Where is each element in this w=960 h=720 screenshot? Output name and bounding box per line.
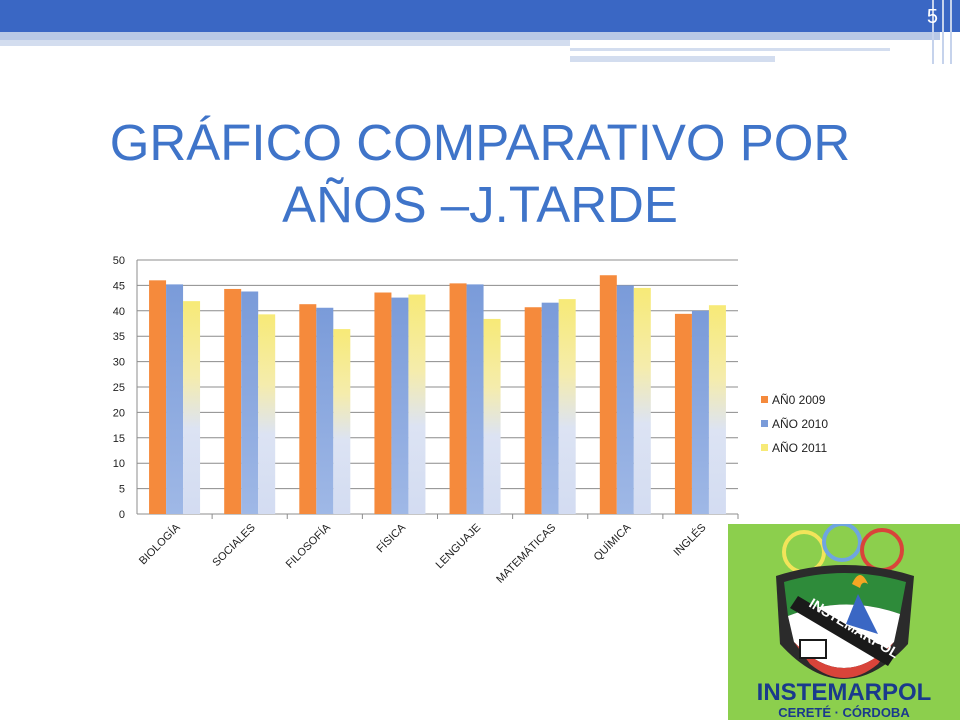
bar-3-5: [483, 318, 501, 514]
bar-chart: 0 5 10 15 20 25 30 35 40 45 50 BIOLOGÍA SOCIALES FIL…: [113, 255, 829, 586]
bar-1-3: [299, 304, 317, 514]
bar-3-1: [183, 301, 201, 514]
bar-3-4: [408, 294, 426, 514]
header-bar: [0, 0, 960, 32]
bar-1-7: [599, 275, 617, 514]
title-line-1: GRÁFICO COMPARATIVO POR: [109, 114, 851, 171]
header-divider: [932, 0, 934, 64]
header-stripe: [0, 32, 940, 40]
school-logo: INSTEMARPOL INSTEMARPOL CERETÉ · CÓRDOBA: [728, 524, 960, 720]
header-stripe: [570, 48, 890, 51]
bar-1-1: [149, 280, 167, 514]
x-tick-label: FÍSICA: [374, 520, 409, 555]
x-tick-label: MATEMÁTICAS: [494, 521, 559, 586]
bar-1-5: [449, 283, 467, 514]
bar-2-1: [166, 284, 184, 514]
slide-number: 5: [926, 6, 938, 28]
y-tick-label: 45: [113, 280, 125, 292]
bar-3-6: [558, 299, 576, 514]
y-tick-label: 50: [113, 255, 125, 267]
bar-1-4: [374, 292, 392, 514]
legend-label: AÑ0 2009: [772, 393, 826, 407]
title-line-2: AÑOS –J.TARDE: [282, 176, 678, 233]
bar-2-4: [391, 297, 409, 514]
x-tick-label: SOCIALES: [210, 522, 257, 569]
x-tick-label: BIOLOGÍA: [136, 520, 183, 567]
bar-3-7: [633, 287, 651, 514]
header-stripe: [0, 40, 570, 46]
header-stripe: [570, 56, 775, 62]
slide-title: GRÁFICO COMPARATIVO POR AÑOS –J.TARDE: [60, 112, 900, 236]
y-tick-label: 10: [113, 458, 125, 470]
bar-2-7: [616, 285, 634, 514]
bar-1-2: [224, 288, 242, 514]
logo-name: INSTEMARPOL: [757, 679, 932, 706]
bar-2-5: [466, 284, 484, 514]
legend-swatch: [761, 396, 768, 403]
logo-subtitle: CERETÉ · CÓRDOBA: [778, 705, 910, 720]
legend-label: AÑO 2010: [772, 417, 828, 431]
bar-3-2: [258, 314, 276, 514]
x-tick-label: LENGUAJE: [434, 522, 484, 572]
legend-label: AÑO 2011: [772, 441, 827, 455]
bar-1-6: [524, 307, 542, 514]
header-divider: [950, 0, 952, 64]
bar-3-8: [708, 305, 726, 514]
y-tick-label: 5: [119, 484, 125, 496]
bar-3-3: [333, 329, 351, 514]
legend-swatch: [761, 420, 768, 427]
header-divider: [942, 0, 944, 64]
x-tick-label: FILOSOFÍA: [283, 520, 333, 570]
y-tick-label: 25: [113, 382, 125, 394]
bar-1-8: [674, 313, 692, 514]
y-tick-label: 0: [119, 509, 125, 521]
y-tick-label: 15: [113, 433, 125, 445]
legend-swatch: [761, 444, 768, 451]
y-tick-label: 20: [113, 407, 125, 419]
bar-2-6: [541, 302, 559, 514]
bar-2-3: [316, 307, 334, 514]
bar-2-8: [691, 310, 709, 514]
y-tick-label: 30: [113, 357, 125, 369]
bar-2-2: [241, 291, 259, 514]
x-tick-label: INGLÉS: [671, 521, 709, 559]
y-tick-label: 35: [113, 331, 125, 343]
y-tick-label: 40: [113, 306, 125, 318]
x-tick-label: QUÍMICA: [591, 520, 634, 563]
